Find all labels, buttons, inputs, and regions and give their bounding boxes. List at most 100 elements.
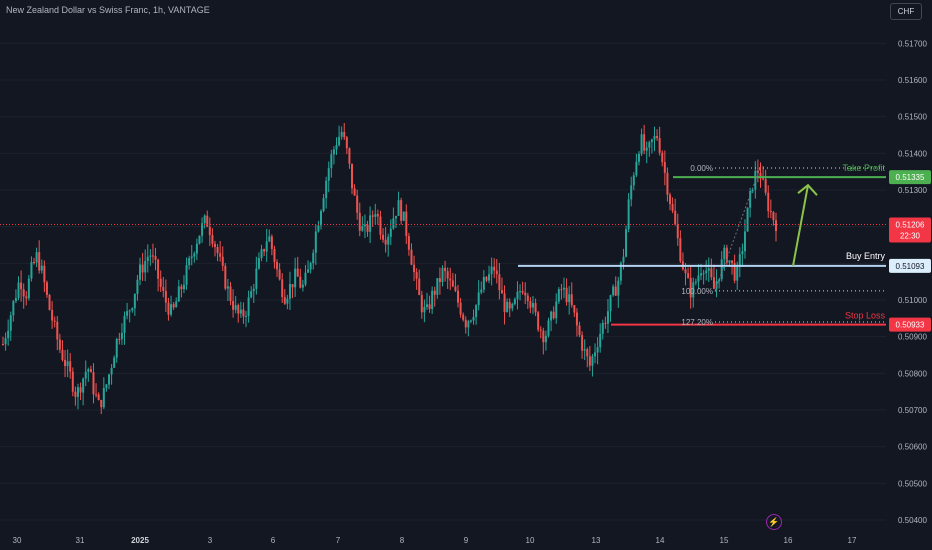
candle-body (612, 286, 615, 296)
candle-body (309, 263, 312, 270)
candle-body (146, 256, 149, 262)
projection-arrow (792, 184, 809, 267)
candle-body (423, 306, 426, 313)
candle-body (431, 290, 434, 309)
candle-body (126, 311, 129, 316)
candle-body (575, 312, 578, 326)
candle-body (614, 286, 617, 296)
candle-body (594, 352, 597, 357)
candle-body (591, 356, 594, 366)
candle-body (270, 236, 273, 249)
candle-body (291, 284, 294, 288)
candle-body (738, 254, 741, 267)
candle-body (663, 162, 666, 173)
y-tick-label: 0.50800 (898, 369, 927, 378)
candle-body (436, 278, 439, 295)
candle-body (539, 329, 542, 331)
candle-body (38, 252, 41, 271)
candle-body (288, 284, 291, 299)
candle-body (418, 278, 421, 296)
current-price-tag-text: 22:30 (900, 231, 921, 240)
candle-body (389, 228, 392, 237)
x-tick-label: 3 (208, 536, 213, 545)
candle-body (710, 268, 713, 278)
y-tick-label: 0.51700 (898, 39, 927, 48)
candle-body (343, 131, 346, 138)
candle-body (120, 332, 123, 340)
candle-body (371, 215, 374, 217)
candle-body (141, 264, 144, 273)
candle-body (627, 199, 630, 230)
candle-body (157, 259, 160, 279)
candle-body (332, 149, 335, 155)
candle-body (257, 258, 260, 269)
candle-body (276, 261, 279, 270)
candle-body (301, 284, 304, 288)
candle-body (226, 286, 229, 289)
candle-body (493, 266, 496, 271)
candle-body (400, 200, 403, 221)
candle-body (314, 231, 317, 253)
fib-100-label: 100.00% (681, 287, 713, 296)
y-tick-label: 0.50500 (898, 479, 927, 488)
candle-body (180, 286, 183, 290)
candle-body (563, 287, 566, 290)
candle-body (640, 134, 643, 154)
candle-body (643, 134, 646, 151)
candle-body (402, 211, 405, 221)
buy-entry-tag (889, 258, 931, 273)
chart-grid (0, 42, 886, 521)
candle-body (524, 292, 527, 296)
candle-body (379, 216, 382, 235)
candle-body (687, 273, 690, 278)
candle-body (374, 214, 377, 217)
candle-body (552, 311, 555, 319)
candle-body (136, 279, 139, 294)
candle-body (702, 273, 705, 275)
candle-body (25, 296, 28, 299)
candle-body (544, 335, 547, 343)
candle-body (550, 311, 553, 321)
candle-body (772, 212, 775, 221)
candle-body (7, 330, 10, 339)
candle-body (115, 339, 118, 358)
candle-body (51, 309, 54, 321)
candle-body (500, 290, 503, 294)
candle-body (185, 265, 188, 285)
candle-body (519, 291, 522, 293)
candle-body (296, 268, 299, 277)
currency-button[interactable]: CHF (890, 3, 922, 20)
candle-body (749, 191, 752, 208)
candle-body (255, 268, 258, 289)
candle-body (599, 333, 602, 348)
candle-body (195, 243, 198, 254)
lightning-icon[interactable]: ⚡ (766, 514, 782, 530)
candle-body (252, 288, 255, 292)
candle-body (45, 282, 48, 295)
y-tick-label: 0.51400 (898, 149, 927, 158)
candle-body (410, 249, 413, 265)
candle-body (462, 314, 465, 320)
candlestick-series (2, 123, 777, 415)
candle-body (43, 265, 46, 283)
candle-body (457, 290, 460, 303)
candle-body (27, 278, 30, 299)
candle-body (689, 277, 692, 298)
candle-body (637, 153, 640, 162)
x-tick-label: 10 (526, 536, 535, 545)
candle-body (425, 304, 428, 307)
x-tick-label: 6 (271, 536, 276, 545)
candle-body (170, 304, 173, 315)
candle-body (477, 292, 480, 306)
candle-body (712, 277, 715, 289)
candle-body (216, 247, 219, 254)
y-tick-label: 0.50600 (898, 443, 927, 452)
candle-body (118, 339, 121, 341)
candle-body (58, 339, 61, 350)
candle-body (56, 321, 59, 340)
candle-body (224, 265, 227, 289)
candle-body (707, 268, 710, 271)
candle-body (312, 252, 315, 264)
candle-body (188, 258, 191, 266)
